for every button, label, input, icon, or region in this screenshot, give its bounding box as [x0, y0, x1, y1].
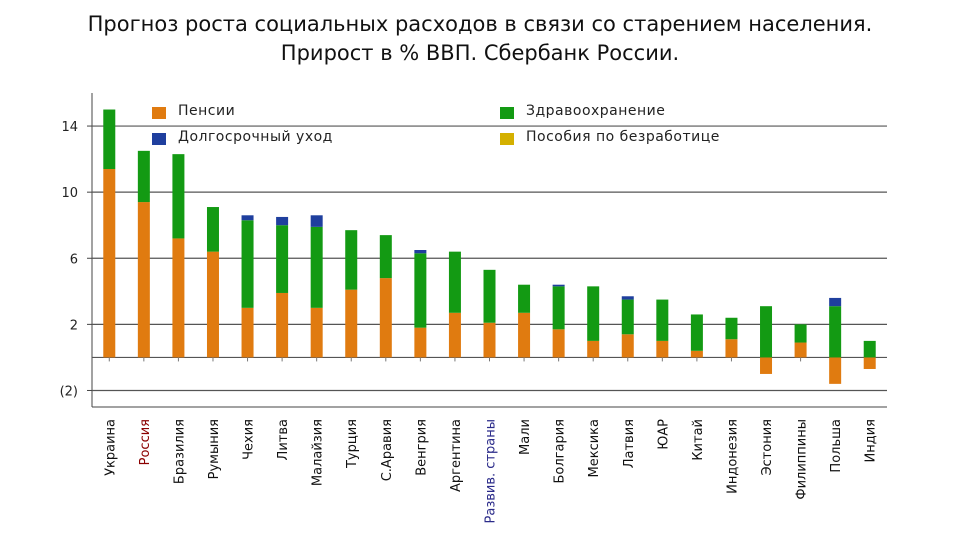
bar-segment-pensions: [414, 327, 427, 358]
bar-segment-pensions: [137, 202, 150, 358]
bar-segment-healthcare: [725, 317, 738, 340]
category-label: ЮАР: [656, 419, 671, 450]
y-tick-label: 2: [70, 318, 78, 333]
bar-segment-healthcare: [345, 230, 358, 290]
bar-segment-pensions: [276, 292, 289, 358]
bar-segment-healthcare: [103, 109, 116, 170]
category-label: Филиппины: [795, 419, 810, 500]
bar-segment-longterm: [621, 296, 634, 300]
bar-segment-healthcare: [172, 154, 185, 239]
y-tick-label: (2): [60, 384, 78, 399]
bar-segment-longterm: [552, 284, 565, 287]
bar-segment-pensions: [690, 350, 703, 358]
bar-segment-healthcare: [379, 235, 392, 279]
y-tick-label: 14: [61, 120, 78, 135]
legend-label-healthcare: Здравоохранение: [526, 103, 666, 119]
bar-segment-pensions: [518, 312, 531, 358]
bar-segment-healthcare: [310, 226, 323, 308]
category-label: Румыния: [207, 419, 222, 479]
bar-segment-pensions: [241, 307, 254, 358]
legend-label-longterm: Долгосрочный уход: [178, 129, 333, 145]
category-label: Бразилия: [172, 419, 187, 484]
bar-segment-pensions: [310, 307, 323, 358]
bar-segment-healthcare: [206, 207, 219, 252]
legend-swatch-unemployment: [500, 133, 514, 145]
category-label: С.Аравия: [380, 419, 395, 481]
bar-segment-pensions: [794, 342, 807, 358]
bar-segment-pensions: [483, 322, 496, 358]
category-label: Турция: [345, 419, 360, 469]
bar-segment-pensions: [829, 357, 842, 384]
bar-segment-healthcare: [518, 284, 531, 313]
bar-segment-pensions: [621, 334, 634, 358]
bar-segment-healthcare: [760, 306, 773, 358]
bar-segment-healthcare: [656, 299, 669, 341]
bar-segment-healthcare: [863, 340, 876, 358]
category-label: Аргентина: [449, 419, 464, 492]
bar-segment-pensions: [552, 329, 565, 358]
category-label: Польша: [829, 419, 844, 473]
bar-segment-healthcare: [552, 286, 565, 330]
bar-segment-pensions: [448, 312, 461, 358]
bar-segment-pensions: [656, 340, 669, 358]
category-label: Развив. страны: [484, 419, 499, 523]
category-label: Украина: [103, 419, 118, 476]
category-label: Индонезия: [725, 419, 740, 494]
bar-segment-pensions: [345, 289, 358, 358]
category-label: Венгрия: [414, 419, 429, 476]
bar-segment-healthcare: [829, 306, 842, 358]
bar-segment-pensions: [725, 339, 738, 358]
bar-segment-healthcare: [621, 299, 634, 335]
legend-label-pensions: Пенсии: [178, 103, 236, 119]
bar-segment-pensions: [379, 278, 392, 358]
bar-segment-longterm: [276, 216, 289, 226]
category-label: Литва: [276, 419, 291, 460]
category-label: Болгария: [553, 419, 568, 484]
bar-segment-pensions: [587, 340, 600, 358]
bar-segment-healthcare: [276, 225, 289, 293]
bar-segment-pensions: [103, 169, 116, 358]
bar-segment-longterm: [414, 250, 427, 254]
title-line-1: Прогноз роста социальных расходов в связ…: [87, 12, 873, 36]
category-label: Эстония: [760, 419, 775, 476]
bar-segment-healthcare: [587, 286, 600, 341]
bar-segment-longterm: [310, 215, 323, 227]
legend-swatch-pensions: [152, 107, 166, 119]
y-tick-label: 10: [61, 186, 78, 201]
bar-segment-healthcare: [414, 253, 427, 328]
category-label: Чехия: [242, 419, 257, 460]
legend-swatch-healthcare: [500, 107, 514, 119]
bar-segment-pensions: [172, 238, 185, 358]
bar-segment-pensions: [863, 357, 876, 369]
slide-title: Прогноз роста социальных расходов в связ…: [0, 10, 960, 68]
bar-segment-healthcare: [137, 150, 150, 203]
legend-label-unemployment: Пособия по безработице: [526, 129, 720, 145]
bar-segment-healthcare: [794, 324, 807, 343]
bar-segment-healthcare: [690, 314, 703, 351]
category-label: Индия: [864, 419, 879, 462]
category-label: Россия: [138, 419, 153, 465]
category-label: Малайзия: [311, 419, 326, 486]
category-label: Мексика: [587, 419, 602, 477]
category-label: Латвия: [622, 419, 637, 468]
bar-segment-healthcare: [241, 220, 254, 308]
category-label: Мали: [518, 419, 533, 455]
legend-swatch-longterm: [152, 133, 166, 145]
category-label: Китай: [691, 419, 706, 461]
bar-segment-healthcare: [448, 251, 461, 313]
y-tick-label: 6: [70, 252, 78, 267]
bar-segment-longterm: [241, 215, 254, 221]
bar-segment-healthcare: [483, 269, 496, 323]
bar-segment-pensions: [760, 357, 773, 374]
title-line-2: Прирост в % ВВП. Сбербанк России.: [280, 41, 680, 65]
bar-segment-longterm: [829, 297, 842, 307]
bar-segment-pensions: [206, 251, 219, 358]
